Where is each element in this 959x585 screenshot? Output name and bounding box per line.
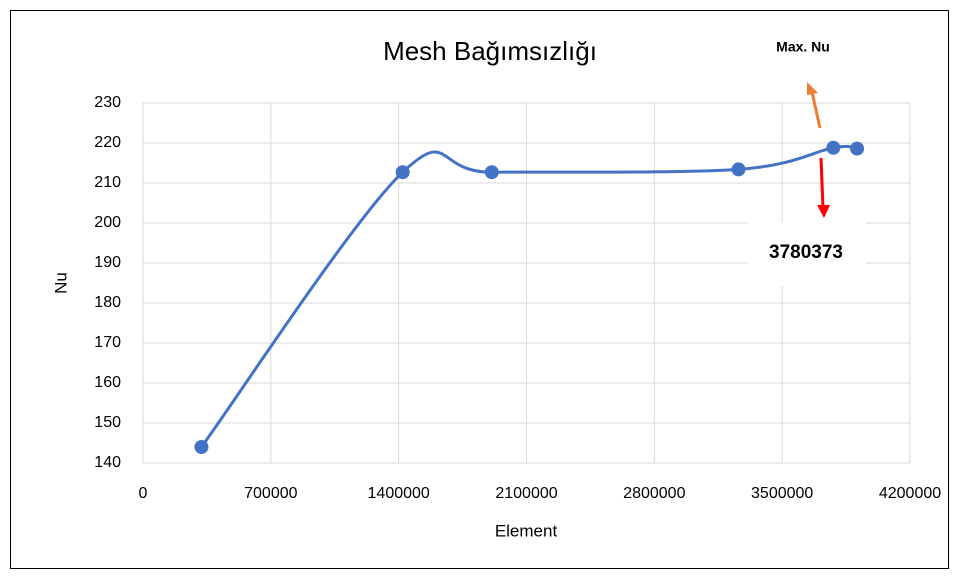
arrow-up: [810, 91, 822, 129]
data-point: [395, 165, 410, 180]
y-tick-label: 170: [94, 334, 121, 351]
plot: [194, 140, 865, 454]
arrow-down: [819, 157, 825, 209]
data-point: [731, 162, 746, 177]
y-tick-label: 180: [94, 294, 121, 311]
y-tick-label: 160: [94, 374, 121, 391]
x-axis-label: Element: [495, 521, 558, 540]
y-axis-label: Nu: [51, 272, 70, 294]
x-tick-label: 3500000: [751, 485, 813, 502]
x-tick-label: 0: [139, 485, 148, 502]
arrow-head: [817, 205, 830, 218]
x-tick-label: 700000: [244, 485, 297, 502]
data-point: [850, 141, 865, 156]
y-tick-label: 190: [94, 254, 121, 271]
y-tick-label: 150: [94, 414, 121, 431]
x-tick-label: 2100000: [495, 485, 557, 502]
x-tick-label: 2800000: [623, 485, 685, 502]
y-tick-label: 230: [94, 94, 121, 111]
series-line: [200, 144, 858, 448]
annotation: Max. Nu: [776, 39, 830, 55]
y-tick-label: 210: [94, 174, 121, 191]
data-point: [194, 440, 209, 454]
data-point: [484, 165, 499, 180]
annotation: 3780373: [769, 242, 843, 263]
x-tick-label: 1400000: [368, 485, 430, 502]
data-point: [826, 140, 841, 155]
y-tick-label: 200: [94, 214, 121, 231]
annotation-box: [748, 222, 866, 286]
y-tick-label: 140: [94, 454, 121, 471]
arrow-head: [807, 82, 818, 95]
chart-title: Mesh Bağımsızlığı: [383, 36, 597, 66]
x-tick-label: 4200000: [879, 485, 941, 502]
y-tick-label: 220: [94, 134, 121, 151]
